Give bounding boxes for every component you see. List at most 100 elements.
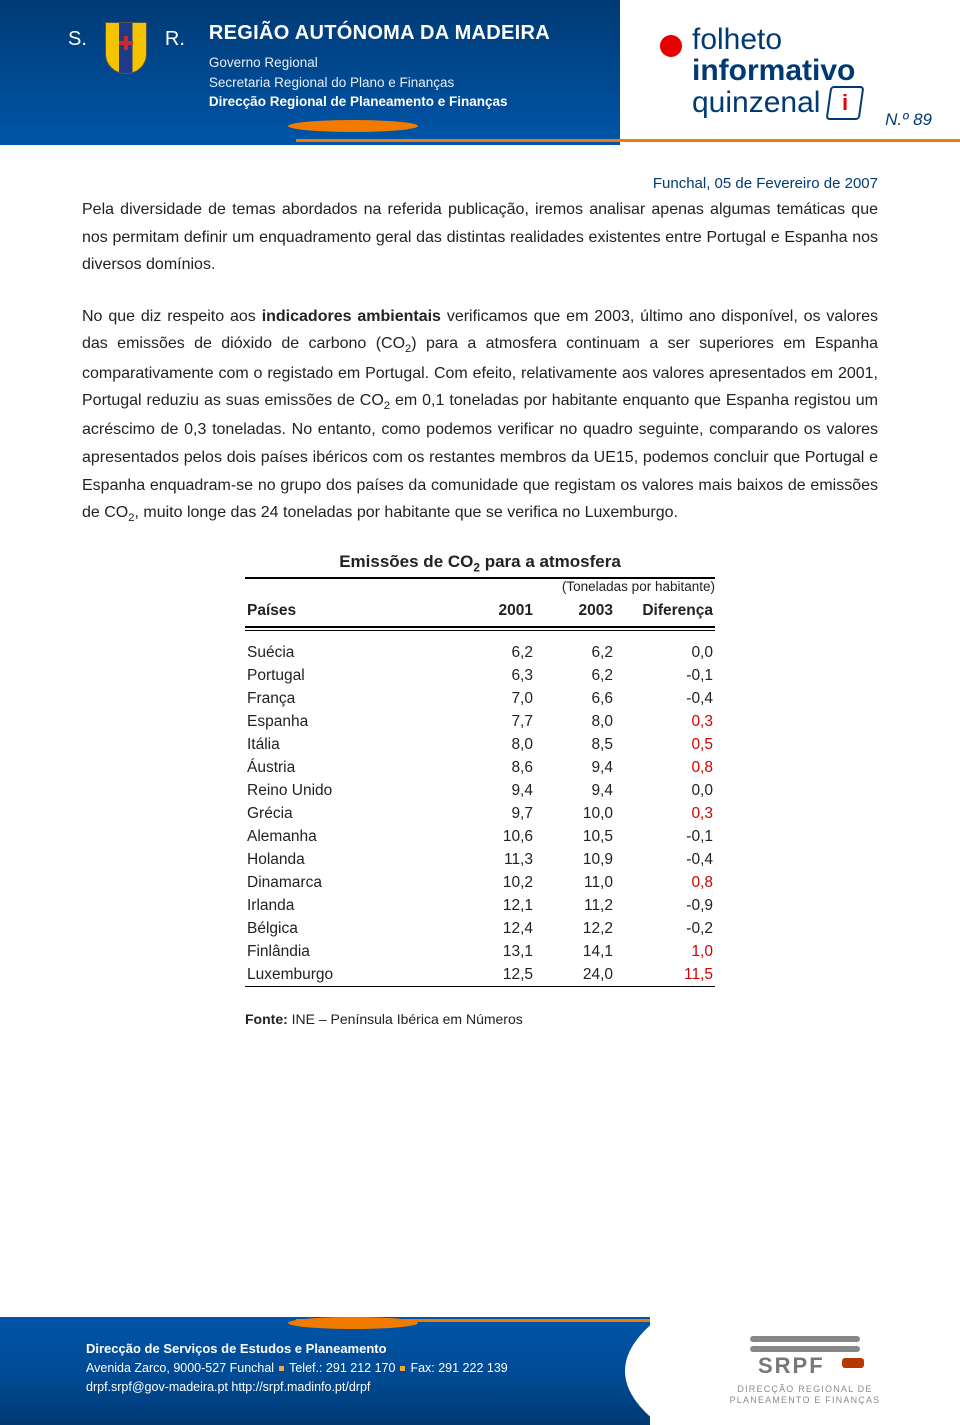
cell-country: Reino Unido [245,779,455,802]
table-row: Áustria8,69,40,8 [245,756,715,779]
cell-diff: 11,5 [615,963,715,987]
table-row: Grécia9,710,00,3 [245,802,715,825]
brand-line-2: informativo [692,56,862,87]
paragraph-1: Pela diversidade de temas abordados na r… [82,196,878,279]
cell-diff: 1,0 [615,940,715,963]
cell-country: Suécia [245,641,455,664]
col-2003: 2003 [535,596,615,627]
footer-dept: Direcção de Serviços de Estudos e Planea… [86,1341,387,1356]
p2-f: , muito longe das 24 toneladas por habit… [134,504,677,521]
emblem-r: R. [165,28,185,51]
cell-country: França [245,687,455,710]
cell-country: Áustria [245,756,455,779]
cell-country: Portugal [245,664,455,687]
red-dot-icon [660,35,682,57]
gov-line-3: Direcção Regional de Planeamento e Finan… [209,94,508,109]
cell-diff: 0,0 [615,641,715,664]
cell-country: Espanha [245,710,455,733]
cell-country: Dinamarca [245,871,455,894]
cell-diff: 0,8 [615,871,715,894]
srpf-cap-1: DIRECÇÃO REGIONAL DE [730,1384,881,1395]
cell-2003: 6,6 [535,687,615,710]
table-title: Emissões de CO2 para a atmosfera [245,552,715,574]
cell-diff: -0,4 [615,687,715,710]
srpf-logo-text: SRPF [758,1353,825,1379]
cell-2001: 7,7 [455,710,535,733]
brand-line-3: quinzenal [692,88,820,119]
table-row: Holanda11,310,9-0,4 [245,848,715,871]
cell-country: Grécia [245,802,455,825]
issue-number: N.º 89 [885,110,932,130]
gov-line-1: Governo Regional [209,53,550,73]
brand-line-1: folheto [692,25,862,56]
cell-2001: 8,6 [455,756,535,779]
col-2001: 2001 [455,596,535,627]
cell-2003: 11,0 [535,871,615,894]
footer-email: drpf.srpf@gov-madeira.pt [86,1380,228,1394]
p2-e: em 0,1 toneladas por habitante enquanto … [82,392,878,521]
table-row: Suécia6,26,20,0 [245,641,715,664]
sep-icon [400,1366,405,1371]
cell-2001: 8,0 [455,733,535,756]
p2-a: No que diz respeito aos [82,308,262,325]
cell-2003: 14,1 [535,940,615,963]
table-row: Itália8,08,50,5 [245,733,715,756]
cell-2001: 13,1 [455,940,535,963]
srpf-logo: SRPF DIRECÇÃO REGIONAL DE PLANEAMENTO E … [730,1336,881,1406]
cell-2003: 11,2 [535,894,615,917]
table-row: Reino Unido9,49,40,0 [245,779,715,802]
cell-2001: 9,4 [455,779,535,802]
cell-2003: 9,4 [535,756,615,779]
paragraph-2: No que diz respeito aos indicadores ambi… [82,303,878,529]
cell-diff: 0,3 [615,802,715,825]
cell-country: Luxemburgo [245,963,455,987]
emblem-s: S. [68,28,87,51]
cell-diff: 0,0 [615,779,715,802]
table-row: Luxemburgo12,524,011,5 [245,963,715,987]
table-row: Finlândia13,114,11,0 [245,940,715,963]
footer-logo-panel: SRPF DIRECÇÃO REGIONAL DE PLANEAMENTO E … [650,1317,960,1425]
emissions-table: Países 2001 2003 Diferença Suécia6,26,20… [245,596,715,988]
cell-2003: 10,5 [535,825,615,848]
page-header: S. R. REGIÃO AUTÓNOMA DA MADEIRA Governo… [0,0,960,145]
cell-diff: -0,4 [615,848,715,871]
region-title: REGIÃO AUTÓNOMA DA MADEIRA [209,22,550,45]
cell-2001: 9,7 [455,802,535,825]
footer-curve [580,1317,660,1425]
col-country: Países [245,596,455,627]
cell-2003: 24,0 [535,963,615,987]
table-row: Irlanda12,111,2-0,9 [245,894,715,917]
cell-2003: 12,2 [535,917,615,940]
cell-2003: 8,5 [535,733,615,756]
col-diff: Diferença [615,596,715,627]
emissions-table-wrap: Emissões de CO2 para a atmosfera (Tonela… [245,552,715,1027]
cell-country: Alemanha [245,825,455,848]
cell-2001: 12,4 [455,917,535,940]
source-text: INE – Península Ibérica em Números [288,1011,523,1027]
cell-2001: 7,0 [455,687,535,710]
table-title-b: para a atmosfera [480,552,621,571]
table-row: França7,06,6-0,4 [245,687,715,710]
table-row: Alemanha10,610,5-0,1 [245,825,715,848]
crest-icon [105,22,147,74]
cell-2001: 10,6 [455,825,535,848]
table-row: Dinamarca10,211,00,8 [245,871,715,894]
cell-country: Holanda [245,848,455,871]
info-i-icon: i [826,86,865,120]
cell-2001: 6,2 [455,641,535,664]
table-subtitle: (Toneladas por habitante) [245,579,715,594]
table-row: Espanha7,78,00,3 [245,710,715,733]
sep-icon [279,1366,284,1371]
cell-2001: 10,2 [455,871,535,894]
cell-diff: -0,9 [615,894,715,917]
cell-2003: 9,4 [535,779,615,802]
orange-rule [296,139,960,142]
cell-country: Finlândia [245,940,455,963]
footer-tel: Telef.: 291 212 170 [289,1361,395,1375]
cell-diff: -0,1 [615,664,715,687]
table-row: Portugal6,36,2-0,1 [245,664,715,687]
cell-2003: 10,0 [535,802,615,825]
table-source: Fonte: INE – Península Ibérica em Número… [245,1011,715,1027]
cell-2003: 6,2 [535,664,615,687]
gov-line-2: Secretaria Regional do Plano e Finanças [209,73,550,93]
